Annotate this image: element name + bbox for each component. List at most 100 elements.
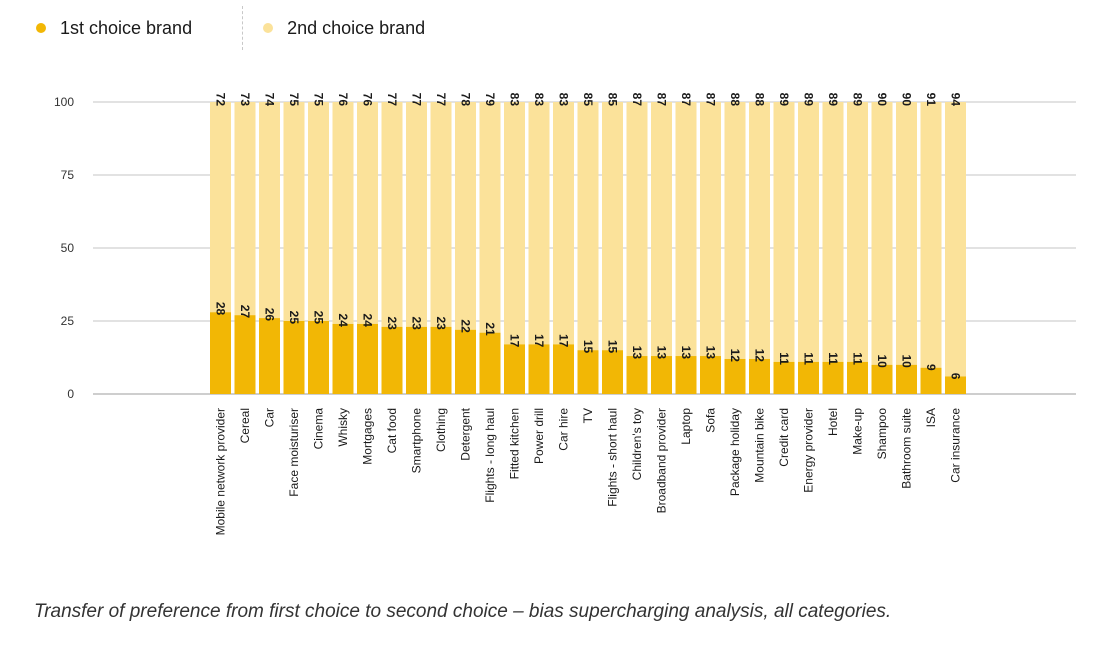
bar-second-choice [528, 102, 550, 345]
value-label-first: 22 [459, 319, 473, 333]
value-label-first: 11 [802, 352, 816, 365]
bar-second-choice [847, 102, 868, 362]
x-tick-label: Energy provider [802, 408, 816, 493]
bar-second-choice [798, 102, 819, 362]
value-label-first: 15 [581, 340, 595, 354]
legend-label-first: 1st choice brand [60, 17, 193, 38]
bar-second-choice [896, 102, 917, 365]
bar-second-choice [773, 102, 795, 362]
x-tick-label: Car [263, 408, 277, 427]
bar-first-choice [847, 361, 868, 394]
value-label-second: 77 [410, 93, 424, 107]
bar-first-choice [651, 356, 672, 394]
x-tick-label: Shampoo [875, 408, 889, 460]
y-tick-label: 100 [54, 95, 74, 109]
x-tick-label: Credit card [777, 408, 791, 467]
bar-second-choice [283, 102, 305, 321]
value-label-first: 25 [287, 311, 301, 325]
x-tick-label: Detergent [459, 407, 473, 460]
value-label-second: 90 [900, 93, 914, 107]
value-label-second: 75 [287, 93, 301, 107]
legend-item-second: 2nd choice brand [263, 18, 425, 39]
value-label-second: 73 [238, 93, 252, 107]
x-tick-label: Hotel [826, 408, 840, 436]
value-label-second: 87 [655, 93, 669, 107]
value-label-first: 10 [900, 354, 914, 368]
bar-first-choice [773, 361, 795, 394]
x-tick-label: Laptop [679, 408, 693, 445]
value-label-first: 23 [434, 316, 448, 330]
bar-second-choice [945, 102, 966, 377]
value-label-first: 17 [557, 334, 571, 348]
bar-first-choice [602, 350, 623, 394]
value-label-second: 89 [777, 93, 791, 107]
bar-second-choice [626, 102, 648, 357]
bar-second-choice [749, 102, 770, 359]
x-tick-label: Face moisturiser [287, 408, 301, 497]
x-tick-label: Flights - long haul [483, 408, 497, 503]
x-tick-label: Clothing [434, 408, 448, 452]
bar-second-choice [210, 102, 231, 313]
value-label-first: 11 [777, 352, 791, 365]
x-tick-label: Mortgages [361, 408, 375, 465]
bar-first-choice [822, 361, 844, 394]
value-label-second: 83 [532, 93, 546, 107]
bar-first-choice [210, 312, 231, 394]
value-label-second: 89 [826, 93, 840, 107]
value-label-first: 17 [532, 334, 546, 348]
value-label-first: 27 [238, 305, 252, 319]
bar-first-choice [896, 364, 917, 394]
bar-first-choice [332, 323, 354, 394]
bar-second-choice [602, 102, 623, 351]
legend: 1st choice brand 2nd choice brand [36, 6, 425, 50]
x-tick-label: Smartphone [410, 408, 424, 474]
bar-second-choice [577, 102, 599, 351]
stacked-bar-chart: 0 25 50 75 100 72 28 Mobile network provider 73 2… [54, 93, 1076, 535]
value-label-second: 83 [557, 93, 571, 107]
bar-second-choice [406, 102, 427, 327]
value-label-first: 13 [704, 346, 718, 360]
value-label-first: 17 [508, 334, 522, 348]
bar-second-choice [651, 102, 672, 357]
bar-second-choice [332, 102, 354, 324]
x-tick-label: Flights - short haul [606, 408, 620, 507]
bar-first-choice [528, 344, 550, 394]
bar-second-choice [357, 102, 378, 324]
bar-first-choice [749, 358, 770, 394]
value-label-second: 75 [312, 93, 326, 107]
bar-second-choice [455, 102, 476, 330]
bar-first-choice [675, 356, 697, 394]
x-tick-label: Children's toy [630, 408, 644, 480]
value-label-second: 77 [434, 93, 448, 107]
bar-second-choice [920, 102, 942, 368]
x-tick-label: Bathroom suite [900, 408, 914, 489]
x-tick-label: Package holiday [728, 408, 742, 496]
x-tick-label: Cinema [312, 408, 326, 450]
y-tick-label: 50 [61, 241, 75, 255]
value-label-first: 25 [312, 311, 326, 325]
bar-second-choice [381, 102, 403, 327]
chart-caption: Transfer of preference from first choice… [34, 601, 892, 622]
x-tick-label: Sofa [704, 408, 718, 433]
value-label-second: 77 [385, 93, 399, 107]
x-tick-label: Power drill [532, 408, 546, 464]
bar-second-choice [234, 102, 256, 316]
y-tick-label: 75 [61, 168, 75, 182]
bar-second-choice [259, 102, 280, 319]
value-label-first: 24 [336, 314, 350, 328]
x-tick-label: Cereal [238, 408, 252, 443]
bar-first-choice [945, 376, 966, 394]
bar-first-choice [259, 318, 280, 394]
value-label-second: 90 [875, 93, 889, 107]
value-label-second: 94 [949, 93, 963, 107]
x-tick-label: Whisky [336, 408, 350, 447]
bar-first-choice [308, 321, 329, 394]
x-tick-label: Cat food [385, 408, 399, 453]
bar-first-choice [724, 358, 746, 394]
value-label-second: 79 [483, 93, 497, 107]
value-label-first: 28 [214, 302, 228, 316]
bar-first-choice [406, 326, 427, 394]
bar-first-choice [577, 350, 599, 394]
value-label-second: 85 [581, 93, 595, 107]
legend-label-second: 2nd choice brand [287, 17, 426, 38]
